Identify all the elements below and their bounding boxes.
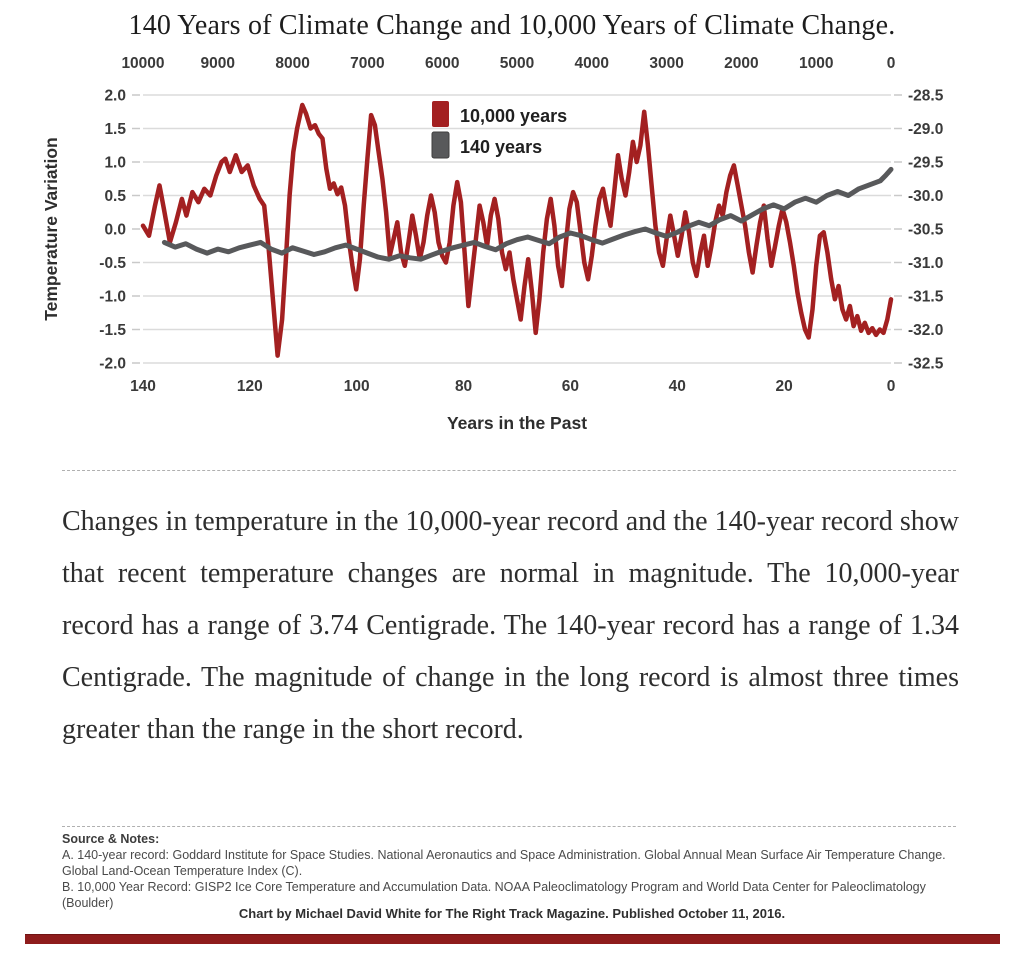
top-axis-tick-label: 9000 [201,55,235,72]
right-axis-tick-label: -28.5 [908,88,944,105]
top-axis-tick-label: 10000 [121,55,164,72]
top-axis-tick-label: 3000 [649,55,683,72]
left-axis-tick-label: -0.5 [99,255,126,272]
left-axis-tick-label: 1.0 [104,155,126,172]
x-axis-title: Years in the Past [447,413,587,433]
top-axis-tick-label: 1000 [799,55,833,72]
bottom-axis-tick-label: 40 [669,378,686,395]
top-axis-tick-label: 0 [887,55,896,72]
legend-label: 140 years [460,137,542,157]
y-axis-title: Temperature Variation [41,137,61,321]
right-axis-tick-label: -29.5 [908,155,944,172]
source-notes: Source & Notes: A. 140-year record: Godd… [62,831,959,911]
left-axis-tick-label: 1.5 [104,121,126,138]
source-notes-heading: Source & Notes: [62,832,160,846]
top-axis-tick-label: 5000 [500,55,534,72]
body-paragraph: Changes in temperature in the 10,000-yea… [62,506,959,745]
bottom-axis-tick-label: 80 [455,378,472,395]
bottom-axis-tick-label: 140 [130,378,156,395]
top-axis-tick-label: 6000 [425,55,459,72]
bottom-axis-tick-label: 100 [344,378,370,395]
bottom-axis-tick-label: 20 [776,378,793,395]
legend-label: 10,000 years [460,106,567,126]
right-axis-tick-label: -32.0 [908,322,943,339]
right-axis-tick-label: -32.5 [908,356,944,373]
right-axis-tick-label: -30.0 [908,188,943,205]
series-line-140-years [161,166,894,262]
source-note-b: B. 10,000 Year Record: GISP2 Ice Core Te… [62,880,926,910]
series-line-10-000-years [140,102,894,358]
left-axis-tick-label: -1.0 [99,289,126,306]
left-axis-tick-label: -2.0 [99,356,126,373]
bottom-axis-tick-label: 60 [562,378,579,395]
left-axis-tick-label: 0.5 [104,188,126,205]
top-axis-tick-label: 8000 [275,55,309,72]
right-axis-tick-label: -31.5 [908,289,944,306]
top-axis-tick-label: 7000 [350,55,384,72]
left-axis-tick-label: -1.5 [99,322,126,339]
page-title: 140 Years of Climate Change and 10,000 Y… [128,10,896,41]
bottom-axis-tick-label: 120 [237,378,263,395]
climate-chart: 2.0 -28.5 1.5 -29.0 1.0 -29.5 0.5 -30.0 0.0 -30.5… [0,48,1024,440]
top-axis-tick-label: 2000 [724,55,758,72]
left-axis-tick-label: 0.0 [104,222,126,239]
notes-divider [62,826,956,827]
source-note-a: A. 140-year record: Goddard Institute fo… [62,848,946,878]
bottom-axis-tick-label: 0 [887,378,896,395]
right-axis-tick-label: -30.5 [908,222,944,239]
right-axis-tick-label: -31.0 [908,255,943,272]
legend-swatch-10000-years [432,101,449,127]
footer-credit: Chart by Michael David White for The Rig… [238,906,786,921]
footer-accent-bar [25,934,1000,944]
left-axis-tick-label: 2.0 [104,88,126,105]
section-divider [62,470,956,471]
chart-canvas: 2.0 -28.5 1.5 -29.0 1.0 -29.5 0.5 -30.0 0.0 -30.5… [41,55,944,433]
legend-swatch-140-years [431,131,450,159]
top-axis-tick-label: 4000 [575,55,609,72]
right-axis-tick-label: -29.0 [908,121,943,138]
